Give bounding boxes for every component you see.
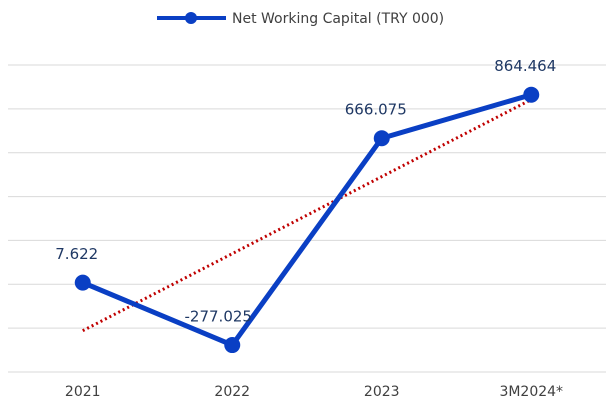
- data-point: [373, 130, 390, 147]
- data-label: 7.622: [55, 245, 98, 263]
- x-tick-label: 3M2024*: [499, 384, 563, 400]
- x-tick-label: 2021: [65, 384, 101, 400]
- data-label: -277.025: [185, 308, 252, 326]
- data-point: [224, 337, 241, 354]
- data-point: [523, 86, 540, 103]
- x-tick-label: 2023: [364, 384, 400, 400]
- legend-marker: [185, 12, 197, 24]
- legend-label: Net Working Capital (TRY 000): [232, 11, 444, 27]
- data-label: 864.464: [494, 57, 556, 75]
- x-tick-label: 2022: [214, 384, 250, 400]
- trendline: [82, 98, 532, 333]
- data-point: [74, 274, 91, 291]
- series-line: [81, 92, 532, 348]
- data-label: 666.075: [345, 101, 407, 119]
